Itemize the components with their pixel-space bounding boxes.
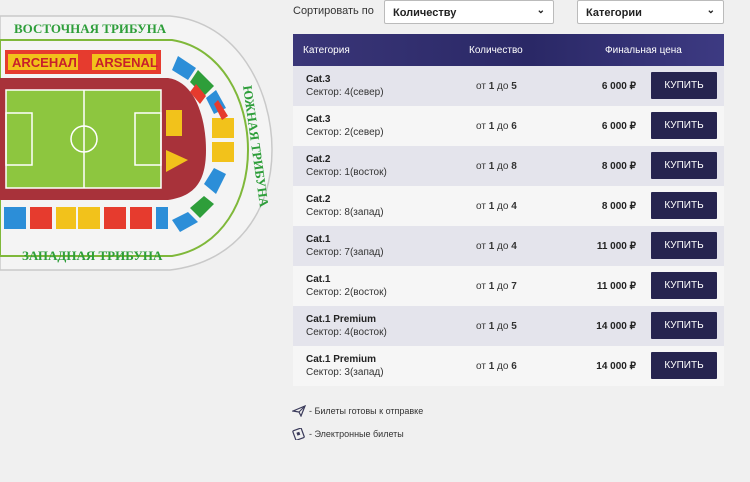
- buy-button[interactable]: КУПИТЬ: [651, 352, 717, 379]
- category-cell: Cat.1 Сектор: 7(запад): [306, 233, 384, 259]
- category-name: Cat.1 Premium: [306, 314, 377, 325]
- sector-text: Сектор: 4(восток): [306, 327, 387, 338]
- quantity-cell: от 1 до 6: [476, 361, 517, 372]
- chevron-down-icon: ⌄: [536, 5, 545, 16]
- price-cell: 6 000 ₽: [601, 121, 636, 132]
- sector-text: Сектор: 2(восток): [306, 287, 387, 298]
- price-cell: 11 000 ₽: [596, 281, 636, 292]
- quantity-cell: от 1 до 4: [476, 201, 517, 212]
- table-row: Cat.2 Сектор: 1(восток) от 1 до 8 8 000 …: [293, 146, 724, 186]
- quantity-cell: от 1 до 8: [476, 161, 517, 172]
- table-row: Cat.1 Premium Сектор: 3(запад) от 1 до 6…: [293, 346, 724, 386]
- category-cell: Cat.1 Premium Сектор: 4(восток): [306, 313, 387, 339]
- table-body: Cat.3 Сектор: 4(север) от 1 до 5 6 000 ₽…: [293, 66, 724, 386]
- category-name: Cat.1: [306, 274, 331, 285]
- buy-button[interactable]: КУПИТЬ: [651, 312, 717, 339]
- header-category: Категория: [303, 45, 350, 56]
- stadium-map[interactable]: ARСЕНАЛ ARSENAL ВОСТОЧНАЯ ТРИБУНА: [0, 0, 278, 283]
- category-name: Cat.1: [306, 234, 331, 245]
- sort-quantity-value: Количеству: [393, 7, 457, 19]
- category-cell: Cat.3 Сектор: 4(север): [306, 73, 384, 99]
- price-cell: 14 000 ₽: [596, 361, 636, 372]
- category-name: Cat.3: [306, 74, 331, 85]
- table-row: Cat.3 Сектор: 4(север) от 1 до 5 6 000 ₽…: [293, 66, 724, 106]
- legend-electronic-text: - Электронные билеты: [309, 429, 404, 439]
- table-row: Cat.3 Сектор: 2(север) от 1 до 6 6 000 ₽…: [293, 106, 724, 146]
- chevron-down-icon: ⌄: [706, 5, 715, 16]
- quantity-cell: от 1 до 7: [476, 281, 517, 292]
- sector-text: Сектор: 8(запад): [306, 207, 384, 218]
- header-price: Финальная цена: [605, 45, 682, 56]
- buy-button[interactable]: КУПИТЬ: [651, 272, 717, 299]
- category-name: Cat.2: [306, 194, 331, 205]
- category-cell: Cat.2 Сектор: 1(восток): [306, 153, 387, 179]
- table-row: Cat.2 Сектор: 8(запад) от 1 до 4 8 000 ₽…: [293, 186, 724, 226]
- table-header: Категория Количество Финальная цена: [293, 34, 724, 66]
- east-stand-label: ВОСТОЧНАЯ ТРИБУНА: [14, 21, 167, 36]
- category-name: Cat.2: [306, 154, 331, 165]
- header-quantity: Количество: [469, 45, 523, 56]
- e-ticket-icon: [292, 428, 305, 440]
- sort-category-value: Категории: [586, 7, 642, 19]
- category-cell: Cat.1 Premium Сектор: 3(запад): [306, 353, 384, 379]
- sector-text: Сектор: 4(север): [306, 87, 384, 98]
- sector-text: Сектор: 1(восток): [306, 167, 387, 178]
- category-cell: Cat.3 Сектор: 2(север): [306, 113, 384, 139]
- sector-text: Сектор: 7(запад): [306, 247, 384, 258]
- category-cell: Cat.1 Сектор: 2(восток): [306, 273, 387, 299]
- quantity-cell: от 1 до 5: [476, 321, 517, 332]
- table-row: Cat.1 Сектор: 2(восток) от 1 до 7 11 000…: [293, 266, 724, 306]
- sector-text: Сектор: 2(север): [306, 127, 384, 138]
- buy-button[interactable]: КУПИТЬ: [651, 72, 717, 99]
- table-row: Cat.1 Premium Сектор: 4(восток) от 1 до …: [293, 306, 724, 346]
- buy-button[interactable]: КУПИТЬ: [651, 112, 717, 139]
- price-cell: 11 000 ₽: [596, 241, 636, 252]
- legend-electronic: - Электронные билеты: [292, 428, 404, 440]
- west-stand-label: ЗАПАДНАЯ ТРИБУНА: [22, 248, 163, 263]
- banner-arsenal-1: ARСЕНАЛ: [12, 55, 77, 70]
- category-cell: Cat.2 Сектор: 8(запад): [306, 193, 384, 219]
- banner-arsenal-2: ARSENAL: [95, 55, 158, 70]
- stadium-map-graphic: ARСЕНАЛ ARSENAL ВОСТОЧНАЯ ТРИБУНА: [0, 15, 273, 271]
- paper-plane-icon: [292, 405, 306, 417]
- legend-ready-text: - Билеты готовы к отправке: [309, 406, 424, 416]
- category-name: Cat.1 Premium: [306, 354, 377, 365]
- sort-quantity-select[interactable]: Количеству ⌄: [384, 0, 554, 24]
- price-cell: 6 000 ₽: [601, 81, 636, 92]
- buy-button[interactable]: КУПИТЬ: [651, 152, 717, 179]
- price-cell: 8 000 ₽: [601, 161, 636, 172]
- buy-button[interactable]: КУПИТЬ: [651, 232, 717, 259]
- category-name: Cat.3: [306, 114, 331, 125]
- sort-category-select[interactable]: Категории ⌄: [577, 0, 724, 24]
- legend-ready: - Билеты готовы к отправке: [292, 405, 423, 417]
- price-cell: 8 000 ₽: [601, 201, 636, 212]
- sort-label: Сортировать по: [293, 5, 374, 17]
- sector-text: Сектор: 3(запад): [306, 367, 384, 378]
- quantity-cell: от 1 до 4: [476, 241, 517, 252]
- sort-controls: Сортировать по Количеству ⌄ Категории ⌄: [293, 0, 724, 24]
- quantity-cell: от 1 до 6: [476, 121, 517, 132]
- table-row: Cat.1 Сектор: 7(запад) от 1 до 4 11 000 …: [293, 226, 724, 266]
- quantity-cell: от 1 до 5: [476, 81, 517, 92]
- price-cell: 14 000 ₽: [596, 321, 636, 332]
- tickets-table: Категория Количество Финальная цена Cat.…: [293, 34, 724, 386]
- buy-button[interactable]: КУПИТЬ: [651, 192, 717, 219]
